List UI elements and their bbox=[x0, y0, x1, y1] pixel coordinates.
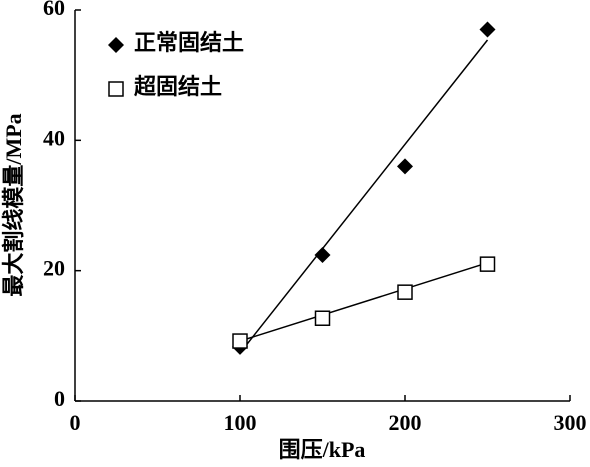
square-marker bbox=[108, 81, 124, 97]
diamond-marker bbox=[479, 21, 496, 38]
square-marker bbox=[479, 256, 496, 272]
fit-line bbox=[239, 262, 488, 342]
x-tick-label: 300 bbox=[554, 410, 587, 435]
square-marker bbox=[232, 333, 248, 349]
y-tick-label: 40 bbox=[43, 125, 65, 150]
fit-line bbox=[242, 39, 489, 350]
x-tick-label: 100 bbox=[224, 410, 257, 435]
y-tick-label: 0 bbox=[54, 386, 65, 411]
diamond-marker bbox=[397, 158, 413, 175]
y-tick-label: 60 bbox=[43, 0, 65, 20]
x-axis-label: 围压/kPa bbox=[279, 437, 366, 462]
y-tick-label: 20 bbox=[43, 256, 65, 281]
legend-label: 超固结土 bbox=[134, 74, 222, 99]
square-marker bbox=[397, 284, 413, 300]
square-marker bbox=[314, 310, 331, 326]
diamond-marker bbox=[108, 37, 124, 53]
x-tick-label: 200 bbox=[389, 410, 422, 435]
legend-label: 正常固结土 bbox=[134, 30, 244, 55]
y-axis-label: 最大割线模量/MPa bbox=[1, 113, 26, 296]
diamond-marker bbox=[314, 247, 331, 264]
x-tick-label: 0 bbox=[70, 410, 81, 435]
